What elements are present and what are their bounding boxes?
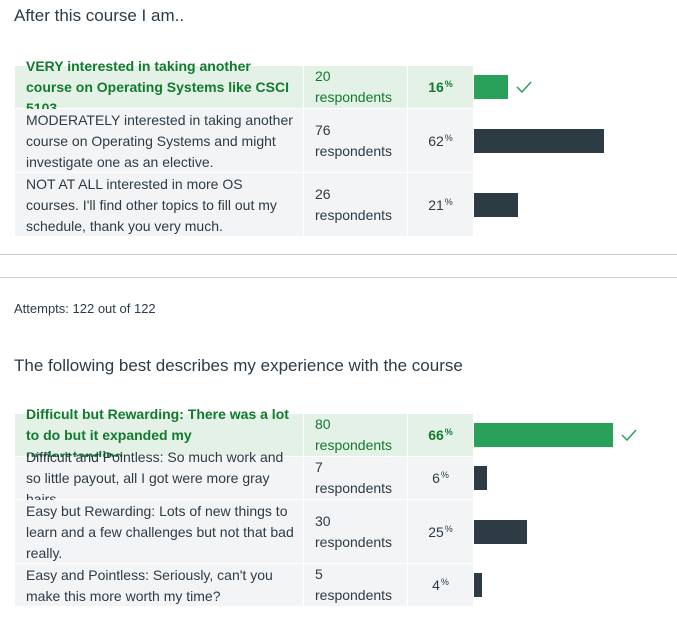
respondent-count: 5 respondents	[304, 564, 407, 606]
answer-row: Difficult and Pointless: So much work an…	[15, 449, 675, 507]
answer-bar-track	[474, 457, 674, 499]
answer-row: NOT AT ALL interested in more OS courses…	[15, 173, 675, 236]
question-1-title: After this course I am..	[14, 6, 185, 25]
section-divider	[0, 254, 677, 255]
respondent-count: 76 respondents	[304, 109, 407, 172]
section-divider	[0, 277, 677, 278]
answer-bar	[474, 519, 527, 544]
answer-row: MODERATELY interested in taking another …	[15, 109, 675, 172]
respondent-count: 7 respondents	[304, 457, 407, 499]
check-icon	[516, 81, 532, 93]
answer-text: Difficult but Rewarding: There was a lot…	[15, 406, 303, 464]
answer-bar	[474, 128, 604, 153]
answer-bar-track	[474, 173, 674, 236]
answer-bar-track	[474, 66, 674, 108]
attempts-count: Attempts: 122 out of 122	[14, 301, 156, 316]
check-icon	[621, 429, 637, 441]
answer-text: VERY interested in taking another course…	[15, 58, 303, 116]
answer-text: Easy and Pointless: Seriously, can't you…	[15, 564, 303, 606]
answer-bar	[474, 466, 487, 490]
answer-bar	[474, 192, 518, 217]
answer-text: NOT AT ALL interested in more OS courses…	[15, 173, 303, 236]
answer-bar-track	[474, 414, 674, 456]
answer-row: Easy and Pointless: Seriously, can't you…	[15, 564, 675, 606]
answer-bar-track	[474, 564, 674, 606]
answer-percent: 4%	[408, 564, 473, 606]
answer-percent: 16%	[408, 66, 473, 108]
question-2-title: The following best describes my experien…	[14, 356, 463, 375]
answer-percent: 25%	[408, 500, 473, 563]
answer-bar-track	[474, 500, 674, 563]
answer-bar	[474, 423, 613, 447]
question-1-results: VERY interested in taking another course…	[15, 58, 675, 237]
answer-row: VERY interested in taking another course…	[15, 58, 675, 116]
question-2-results: Difficult but Rewarding: There was a lot…	[15, 406, 675, 607]
respondent-count: 30 respondents	[304, 500, 407, 563]
answer-percent: 66%	[408, 414, 473, 456]
answer-bar	[474, 75, 508, 99]
answer-text: Difficult and Pointless: So much work an…	[15, 449, 303, 507]
answer-row: Easy but Rewarding: Lots of new things t…	[15, 500, 675, 563]
answer-text: MODERATELY interested in taking another …	[15, 109, 303, 172]
answer-text: Easy but Rewarding: Lots of new things t…	[15, 500, 303, 563]
answer-row: Difficult but Rewarding: There was a lot…	[15, 406, 675, 464]
respondent-count: 26 respondents	[304, 173, 407, 236]
answer-percent: 21%	[408, 173, 473, 236]
answer-bar	[474, 573, 482, 597]
answer-bar-track	[474, 109, 674, 172]
respondent-count: 80 respondents	[304, 414, 407, 456]
answer-percent: 6%	[408, 457, 473, 499]
answer-percent: 62%	[408, 109, 473, 172]
respondent-count: 20 respondents	[304, 66, 407, 108]
